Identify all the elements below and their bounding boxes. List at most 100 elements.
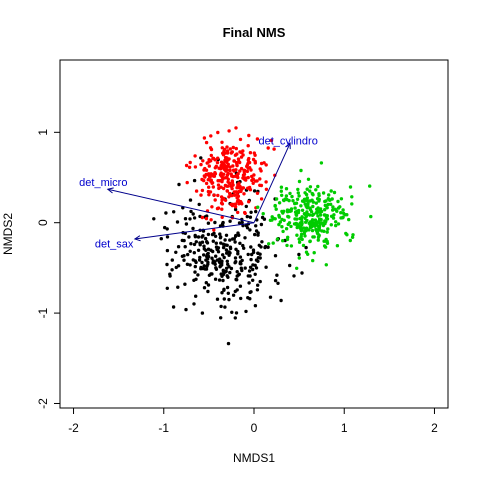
- x-tick-label: 2: [431, 421, 438, 435]
- data-point: [206, 247, 211, 251]
- data-point: [351, 233, 355, 237]
- data-point: [206, 178, 210, 182]
- data-point: [235, 152, 239, 156]
- data-point: [336, 199, 340, 204]
- data-point: [335, 209, 339, 213]
- data-point: [287, 221, 292, 225]
- data-point: [226, 262, 230, 266]
- data-point: [225, 251, 229, 255]
- data-point: [237, 221, 242, 225]
- data-point: [209, 178, 213, 182]
- data-point: [275, 273, 279, 277]
- data-point: [254, 209, 258, 214]
- data-point: [246, 274, 250, 278]
- data-point: [314, 201, 318, 205]
- data-point: [185, 262, 190, 266]
- data-point: [245, 214, 249, 219]
- data-point: [200, 215, 204, 220]
- data-point: [163, 225, 167, 230]
- data-point: [329, 223, 333, 227]
- data-point: [221, 245, 226, 250]
- data-point: [251, 181, 255, 185]
- data-point: [229, 172, 233, 176]
- data-point: [253, 304, 258, 308]
- data-point: [264, 265, 268, 269]
- data-point: [175, 220, 180, 224]
- data-point: [369, 214, 373, 219]
- data-point: [278, 220, 282, 224]
- data-point: [284, 227, 289, 231]
- data-point: [193, 264, 197, 269]
- data-point: [221, 161, 225, 165]
- data-point: [216, 179, 220, 183]
- data-point: [188, 160, 192, 165]
- data-point: [231, 293, 236, 297]
- data-point: [220, 146, 224, 150]
- data-point: [233, 316, 237, 320]
- data-point: [288, 209, 292, 213]
- data-point: [210, 256, 214, 260]
- data-point: [246, 296, 250, 300]
- data-point: [188, 249, 192, 253]
- data-point: [279, 185, 284, 189]
- data-point: [294, 221, 298, 226]
- data-point: [259, 222, 264, 227]
- data-point: [210, 173, 215, 177]
- data-point: [328, 198, 332, 202]
- data-point: [277, 201, 282, 205]
- data-point: [194, 294, 198, 298]
- data-point: [264, 163, 268, 167]
- data-point: [300, 199, 305, 203]
- data-point: [216, 193, 220, 198]
- data-point: [308, 189, 312, 193]
- data-point: [212, 228, 216, 232]
- data-point: [182, 254, 186, 258]
- data-point: [290, 194, 294, 199]
- data-point: [329, 214, 334, 218]
- data-point: [281, 239, 285, 243]
- data-point: [194, 189, 199, 193]
- data-point: [212, 231, 216, 235]
- data-point: [238, 284, 243, 288]
- data-point: [248, 188, 253, 192]
- data-point: [217, 278, 222, 282]
- data-point: [202, 286, 207, 290]
- data-point: [288, 263, 292, 268]
- data-point: [338, 205, 342, 209]
- data-point: [183, 245, 187, 249]
- data-point: [165, 227, 169, 231]
- data-point: [189, 242, 193, 246]
- data-point: [248, 151, 253, 155]
- data-point: [218, 173, 223, 177]
- vector-det_sax: [134, 222, 255, 240]
- data-point: [234, 126, 238, 130]
- data-point: [258, 177, 262, 181]
- data-point: [248, 215, 253, 219]
- data-point: [246, 252, 250, 257]
- x-tick-label: -2: [68, 421, 79, 435]
- data-point: [317, 199, 321, 203]
- data-point: [204, 216, 209, 221]
- data-point: [180, 238, 184, 243]
- data-point: [295, 225, 299, 230]
- data-point: [233, 205, 238, 209]
- data-point: [320, 221, 325, 225]
- data-point: [247, 269, 252, 273]
- data-point: [210, 181, 215, 185]
- data-point: [312, 235, 316, 239]
- data-point: [298, 225, 303, 229]
- data-point: [256, 256, 261, 260]
- data-point: [240, 258, 244, 263]
- data-point: [233, 207, 238, 212]
- data-point: [223, 243, 228, 247]
- data-point: [347, 217, 351, 222]
- data-point: [249, 210, 253, 214]
- vector-det_micro: [107, 188, 255, 224]
- data-point: [231, 145, 235, 150]
- data-point: [235, 163, 239, 168]
- data-point: [210, 205, 214, 209]
- data-point: [312, 251, 316, 255]
- data-point: [165, 248, 170, 253]
- data-point: [256, 251, 260, 255]
